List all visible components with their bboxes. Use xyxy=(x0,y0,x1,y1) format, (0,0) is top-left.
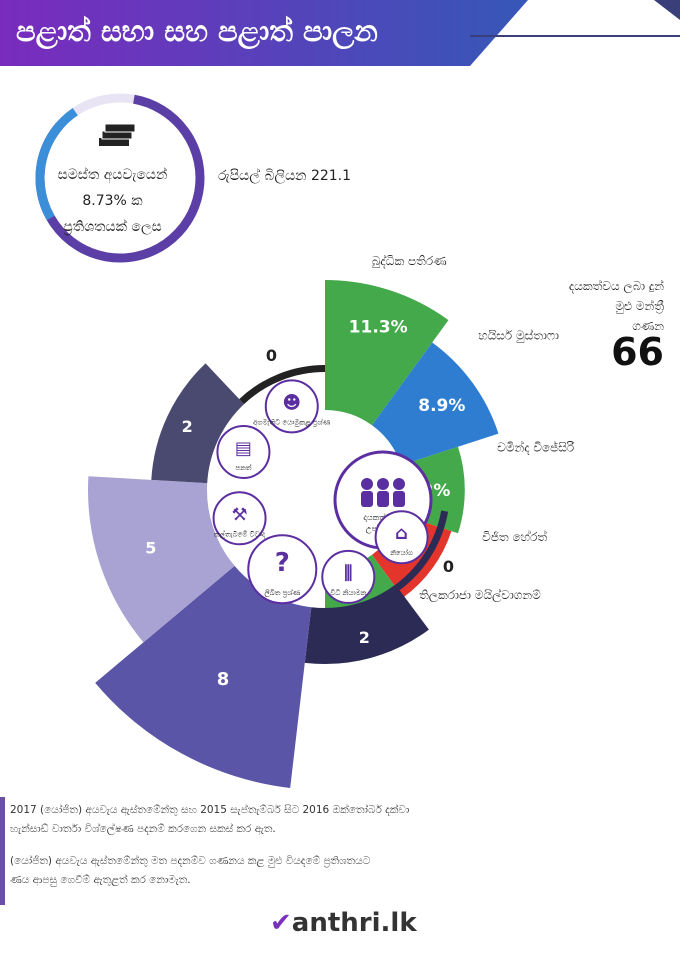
contributor-name-label: තිලකරාජා මයිල්වාගනම් xyxy=(419,588,541,603)
activity-name-label: නියෝග xyxy=(390,549,413,557)
contributor-name-label: බුද්ධික පතිරණ xyxy=(371,254,446,268)
activity-bar xyxy=(239,365,325,405)
activity-name-label: අගමැතිට යොමුකළ ප්‍රශ්ණ xyxy=(253,418,330,427)
contributor-name-label: විජිත හේරත් xyxy=(482,530,547,544)
activity-bar xyxy=(151,363,245,484)
page-title: පළාත් සභා සහ පළාත් පාලන xyxy=(16,14,378,48)
budget-share-text: සමස්ත අයවැයෙන් 8.73% ක ප්‍රතිශතයක් ලෙස xyxy=(40,162,185,240)
gavel-badge xyxy=(212,491,267,546)
activity-name-label: පනත් xyxy=(235,464,251,472)
activity-value-label: 8 xyxy=(217,669,230,690)
activity-name-label: කල්තැබීමේ විවාද xyxy=(214,530,265,538)
activity-name-label: ලිඛිත ප්‍රශ්ණ xyxy=(264,589,300,598)
contributor-value-label: 11.3% xyxy=(349,317,408,337)
budget-share-line-3: ප්‍රතිශතයක් ලෙස xyxy=(63,219,162,235)
question-badge xyxy=(247,534,318,605)
logo-check-icon: ✔ xyxy=(270,908,292,938)
footnote-accent-bar xyxy=(0,797,5,905)
footnote-line-1: 2017 (යෝජිත) අයවැය ඇස්තමේන්තු සහ 2015 සැ… xyxy=(10,804,410,816)
budget-share-ring xyxy=(35,93,205,263)
manthri-logo: ✔anthri.lk xyxy=(270,908,417,938)
sliders-icon: ⫼ xyxy=(344,563,352,584)
activity-bar xyxy=(395,510,449,591)
contributor-value-label: 8.9% xyxy=(418,396,465,416)
activity-value-label: 2 xyxy=(182,417,193,436)
logo-text: anthri.lk xyxy=(291,908,417,938)
activity-name-label: විධි නියාමන xyxy=(330,589,366,597)
budget-share-line-1: සමස්ත අයවැයෙන් xyxy=(57,167,168,183)
stamp-icon: ⌂ xyxy=(395,523,408,544)
activity-value-label: 5 xyxy=(145,539,156,558)
document-badge xyxy=(216,424,271,479)
mp-count-value: 66 xyxy=(611,330,664,374)
money-stack-icon xyxy=(99,123,136,146)
people-icon xyxy=(361,478,405,507)
contributor-name-label: හයිසර් මුස්තාෆා xyxy=(478,329,559,344)
activity-bar xyxy=(304,584,429,664)
stamp-badge xyxy=(374,510,429,565)
person-badge xyxy=(264,379,319,434)
activity-value-label: 2 xyxy=(359,628,370,647)
sliders-badge xyxy=(321,549,376,604)
activity-bar xyxy=(87,476,235,643)
budget-amount: රුපියල් බිලියන 221.1 xyxy=(218,168,352,184)
footnote-line-4: ණය ආපසු ගෙවීම් ඇතුළත් කර නොමැත. xyxy=(10,874,191,886)
gavel-icon: ⚒ xyxy=(231,504,247,525)
document-icon: ▤ xyxy=(235,438,252,459)
mp-label-line-2: මුළු මන්ත්‍රී xyxy=(615,299,664,313)
contributor-name-label: චමින්ද විජේසිරි xyxy=(497,440,575,454)
contributor-bar xyxy=(325,280,449,426)
person-icon: ☻ xyxy=(282,392,301,413)
header-banner xyxy=(0,0,680,66)
mp-count-label: දයකත්වය ලබා දුන් මුළු මන්ත්‍රී ගණන xyxy=(514,276,664,336)
activity-value-label: 0 xyxy=(443,557,454,576)
center-label-1: දායකත්වයේ xyxy=(363,512,402,522)
mp-label-line-3: ගණන xyxy=(632,319,664,333)
contributor-bar xyxy=(372,342,499,466)
budget-share-percent: 8.73% ක xyxy=(82,193,143,209)
footnote-line-2: හැන්සාඩ් වාර්තා විශ්ලේෂණ පදනම් කරගෙන සකස… xyxy=(10,823,276,835)
mp-label-line-1: දයකත්වය ලබා දුන් xyxy=(568,279,664,293)
question-icon: ? xyxy=(275,548,290,578)
activity-value-label: 0 xyxy=(266,346,277,365)
activity-bar xyxy=(95,565,312,788)
footnote-line-3: (යෝජිත) අයවැය ඇස්තමේන්තු මත පදනම්ව ගණනය … xyxy=(10,855,371,867)
